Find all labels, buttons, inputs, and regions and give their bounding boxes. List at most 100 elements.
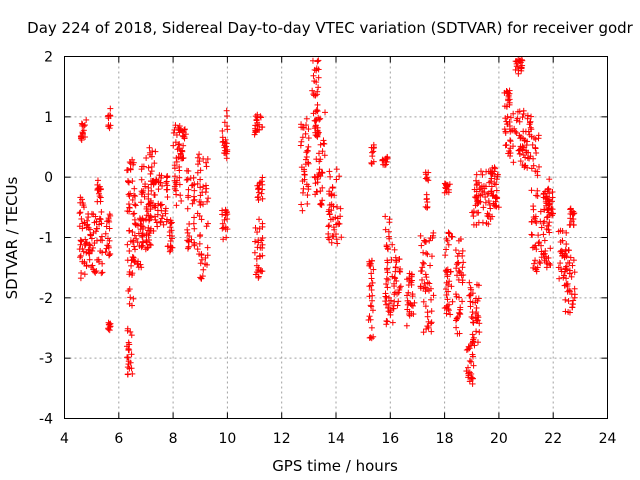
data-point (125, 179, 132, 186)
data-point (164, 243, 171, 250)
data-point (382, 290, 389, 297)
data-point (466, 369, 473, 376)
data-point (147, 213, 154, 220)
data-point (379, 156, 386, 163)
data-point (322, 109, 329, 116)
data-point (124, 241, 131, 248)
data-point (385, 304, 392, 311)
data-point (81, 271, 88, 278)
data-point (194, 246, 201, 253)
data-point (445, 229, 452, 236)
data-point (543, 200, 550, 207)
data-point (392, 264, 399, 271)
data-point (202, 182, 209, 189)
data-point (565, 247, 572, 254)
data-point (544, 213, 551, 220)
data-point (444, 237, 451, 244)
data-point (517, 135, 524, 142)
data-point (528, 113, 535, 120)
data-point (408, 310, 415, 317)
data-point (127, 359, 134, 366)
data-point (564, 259, 571, 266)
data-point (254, 244, 261, 251)
data-point (383, 301, 390, 308)
data-point (129, 302, 136, 309)
data-point (466, 292, 473, 299)
data-point (506, 96, 513, 103)
data-point (548, 205, 555, 212)
data-point (126, 248, 133, 255)
data-point (319, 169, 326, 176)
data-point (124, 327, 131, 334)
data-point (370, 266, 377, 273)
data-point (562, 282, 569, 289)
data-point (258, 178, 265, 185)
data-point (221, 119, 228, 126)
data-point (481, 185, 488, 192)
data-point (536, 239, 543, 246)
data-point (131, 210, 138, 217)
data-point (329, 184, 336, 191)
data-point (80, 248, 87, 255)
data-point (447, 268, 454, 275)
data-point (304, 148, 311, 155)
data-point (369, 307, 376, 314)
data-point (310, 72, 317, 79)
data-point (77, 237, 84, 244)
data-point (257, 267, 264, 274)
data-point (369, 292, 376, 299)
data-point (470, 221, 477, 228)
data-point (547, 245, 554, 252)
data-point (520, 144, 527, 151)
data-point (456, 330, 463, 337)
data-point (514, 108, 521, 115)
data-point (89, 262, 96, 269)
data-point (540, 231, 547, 238)
data-point (571, 294, 578, 301)
data-point (456, 310, 463, 317)
data-point (82, 134, 89, 141)
data-point (311, 66, 318, 73)
data-point (204, 220, 211, 227)
data-point (146, 200, 153, 207)
data-point (203, 163, 210, 170)
data-point (147, 242, 154, 249)
data-point (446, 230, 453, 237)
data-point (370, 158, 377, 165)
data-point (334, 215, 341, 222)
data-point (516, 132, 523, 139)
data-point (132, 193, 139, 200)
data-point (445, 288, 452, 295)
data-point (184, 176, 191, 183)
data-point (489, 213, 496, 220)
data-point (157, 202, 164, 209)
data-point (148, 168, 155, 175)
data-point (317, 173, 324, 180)
data-point (507, 138, 514, 145)
chart-title: Day 224 of 2018, Sidereal Day-to-day VTE… (27, 19, 634, 37)
data-point (178, 197, 185, 204)
data-point (77, 275, 84, 282)
data-point (338, 234, 345, 241)
data-point (99, 269, 106, 276)
data-point (326, 222, 333, 229)
data-point (303, 122, 310, 129)
data-point (318, 201, 325, 208)
data-point (299, 178, 306, 185)
data-point (315, 57, 322, 64)
data-point (99, 260, 106, 267)
data-point (333, 176, 340, 183)
data-point (219, 127, 226, 134)
data-point (423, 250, 430, 257)
data-point (532, 257, 539, 264)
data-point (173, 131, 180, 138)
data-point (182, 131, 189, 138)
y-tick-label: -4 (39, 412, 53, 428)
data-point (317, 115, 324, 122)
data-point (495, 204, 502, 211)
data-point (421, 238, 428, 245)
data-point (317, 188, 324, 195)
data-point (152, 216, 159, 223)
data-point (383, 294, 390, 301)
data-point (473, 317, 480, 324)
